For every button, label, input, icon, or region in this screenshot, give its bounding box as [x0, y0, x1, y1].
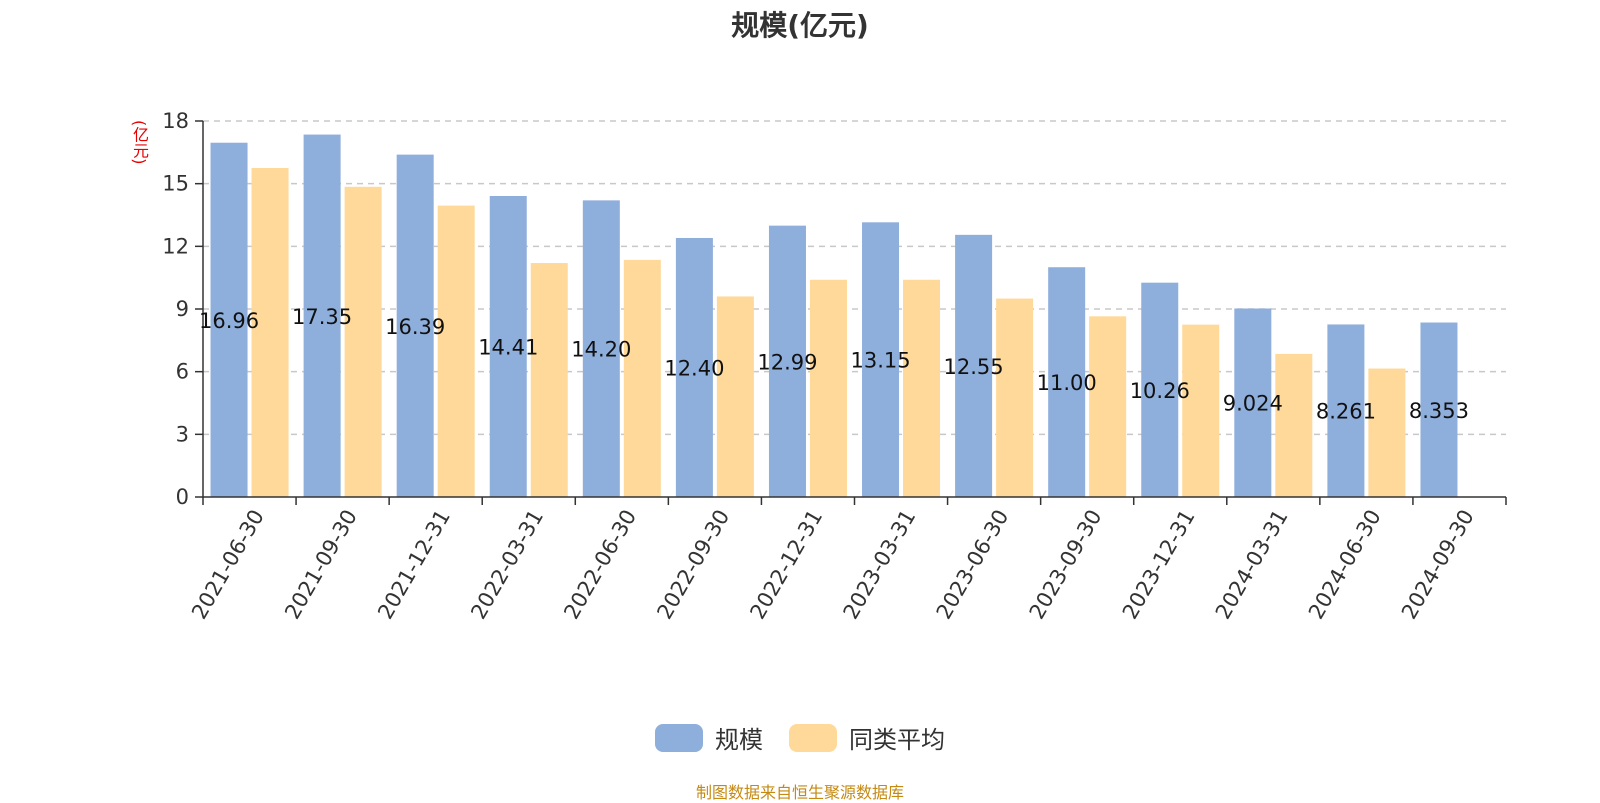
y-tick-label-9: 9 — [176, 297, 189, 321]
bar-data-label-2021-12-31: 16.39 — [385, 315, 445, 339]
bar-series-2-2022-06-30[interactable] — [623, 259, 661, 497]
bar-series-1-2022-03-31[interactable] — [489, 195, 527, 498]
x-tick-label-2022-03-31: 2022-03-31 — [466, 506, 548, 624]
y-tick-label-12: 12 — [162, 234, 189, 258]
legend-swatch-series-2 — [789, 723, 837, 752]
y-axis-unit-label: (亿元) — [130, 120, 149, 165]
y-tick-label-0: 0 — [176, 485, 189, 509]
bar-series-2-2021-12-31[interactable] — [437, 205, 475, 497]
y-tick-label-6: 6 — [176, 360, 189, 384]
bar-data-label-2022-06-30: 14.20 — [571, 338, 631, 362]
bar-series-2-2021-06-30[interactable] — [251, 168, 289, 497]
y-tick-label-18: 18 — [162, 109, 189, 133]
bar-data-label-2024-03-31: 9.024 — [1223, 392, 1283, 416]
x-tick-label-2024-06-30: 2024-06-30 — [1304, 506, 1386, 624]
chart-title: 规模(亿元) — [731, 9, 869, 42]
bar-data-label-2024-06-30: 8.261 — [1316, 400, 1376, 424]
bar-data-label-2023-09-30: 11.00 — [1037, 371, 1097, 395]
footer-note: 制图数据来自恒生聚源数据库 — [695, 783, 904, 802]
x-tick-label-2021-09-30: 2021-09-30 — [280, 506, 362, 624]
x-tick-label-2023-03-31: 2023-03-31 — [839, 505, 921, 623]
bar-data-label-2022-12-31: 12.99 — [757, 350, 817, 374]
bar-series-2-2023-12-31[interactable] — [1182, 324, 1220, 497]
bar-layer — [210, 134, 1458, 498]
x-tick-label-2023-09-30: 2023-09-30 — [1025, 506, 1107, 624]
bar-series-2-2022-09-30[interactable] — [716, 296, 754, 497]
x-tick-label-2024-03-31: 2024-03-31 — [1211, 506, 1293, 624]
bar-data-label-2022-09-30: 12.40 — [664, 356, 724, 380]
bar-series-1-2023-03-31[interactable] — [862, 222, 900, 498]
bar-series-2-2023-09-30[interactable] — [1089, 316, 1127, 497]
bar-series-1-2021-06-30[interactable] — [210, 142, 248, 498]
bar-data-label-2021-09-30: 17.35 — [292, 305, 352, 329]
legend-swatch-series-1 — [655, 723, 703, 752]
bar-data-label-2024-09-30: 8.353 — [1409, 399, 1469, 423]
x-tick-label-2021-12-31: 2021-12-31 — [373, 506, 455, 624]
bar-series-1-2022-12-31[interactable] — [768, 225, 806, 498]
y-tick-label-3: 3 — [176, 422, 189, 446]
grid-layer — [203, 120, 1506, 436]
legend-label-series-1: 规模 — [715, 726, 763, 754]
legend-item-series-1[interactable]: 规模 — [655, 720, 763, 755]
bar-series-1-2021-12-31[interactable] — [396, 154, 434, 497]
bar-series-2-2023-06-30[interactable] — [996, 298, 1034, 497]
bar-series-2-2024-03-31[interactable] — [1275, 353, 1313, 497]
x-tick-label-2024-09-30: 2024-09-30 — [1397, 506, 1479, 624]
bar-series-2-2024-06-30[interactable] — [1368, 368, 1406, 497]
legend[interactable]: 规模 同类平均 — [0, 720, 1600, 755]
x-tick-label-2023-12-31: 2023-12-31 — [1118, 506, 1200, 624]
bar-data-label-2023-06-30: 12.55 — [944, 355, 1004, 379]
x-tick-label-2022-06-30: 2022-06-30 — [559, 506, 641, 624]
bar-data-label-2023-03-31: 13.15 — [850, 349, 910, 373]
y-tick-label-15: 15 — [162, 172, 189, 196]
bar-series-2-2021-09-30[interactable] — [344, 186, 382, 498]
x-tick-label-2023-06-30: 2023-06-30 — [932, 506, 1014, 624]
x-tick-label-2022-12-31: 2022-12-31 — [745, 506, 827, 624]
bar-series-1-2021-09-30[interactable] — [303, 134, 341, 498]
bar-data-label-2023-12-31: 10.26 — [1130, 379, 1190, 403]
bar-series-2-2023-03-31[interactable] — [903, 279, 941, 497]
label-layer: 16.96 17.35 16.39 14.41 14.20 12.40 12.99 13.15… — [199, 305, 1469, 424]
bar-series-2-2022-12-31[interactable] — [809, 279, 847, 497]
legend-item-series-2[interactable]: 同类平均 — [789, 720, 945, 755]
bar-series-1-2024-03-31[interactable] — [1234, 308, 1272, 497]
bar-series-1-2023-09-30[interactable] — [1048, 267, 1086, 497]
x-tick-label-2021-06-30: 2021-06-30 — [187, 506, 269, 624]
bar-series-1-2023-12-31[interactable] — [1141, 282, 1179, 497]
bar-data-label-2022-03-31: 14.41 — [478, 335, 538, 359]
bar-series-1-2022-09-30[interactable] — [675, 237, 713, 497]
bar-series-1-2024-06-30[interactable] — [1327, 324, 1365, 497]
x-tick-label-2022-09-30: 2022-09-30 — [652, 506, 734, 624]
bar-series-1-2024-09-30[interactable] — [1420, 322, 1458, 497]
legend-label-series-2: 同类平均 — [849, 726, 945, 754]
bar-data-label-2021-06-30: 16.96 — [199, 309, 259, 333]
bar-series-1-2022-06-30[interactable] — [582, 200, 620, 497]
bar-series-2-2022-03-31[interactable] — [530, 263, 568, 497]
bar-series-1-2023-06-30[interactable] — [955, 234, 993, 497]
